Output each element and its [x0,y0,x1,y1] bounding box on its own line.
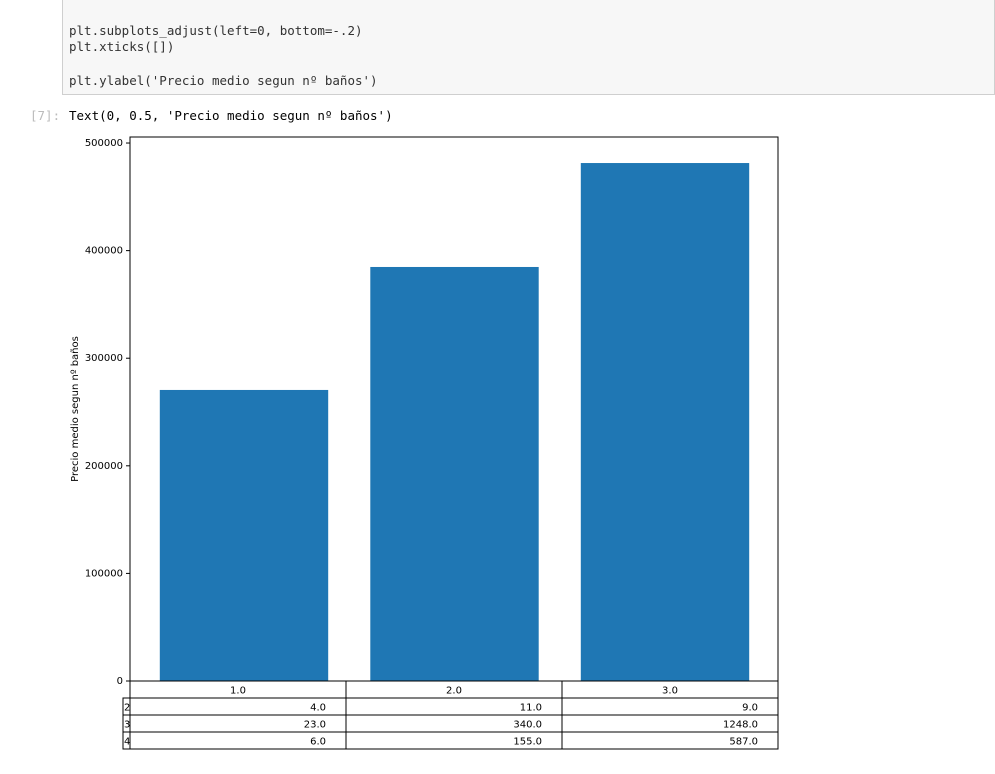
table-row-label: 2 [124,703,130,714]
y-axis-label: Precio medio segun nº baños [70,336,81,482]
table-cell-text: 11.0 [520,703,542,714]
y-tick-label: 200000 [85,461,123,472]
bar [580,163,750,682]
table-cell [561,731,779,750]
output-prompt: [7]: [30,108,61,123]
table-cell-text: 587.0 [729,737,758,748]
table-cell-text: 6.0 [310,737,326,748]
code-cell[interactable]: plt.subplots_adjust(left=0, bottom=-.2) … [62,0,995,95]
code-line: plt.xticks([]) [69,39,175,54]
table-cell-text: 1248.0 [723,720,758,731]
table-cell-text: 23.0 [304,720,326,731]
table-row-label: 4 [124,737,130,748]
table-cell-text: 340.0 [513,720,542,731]
bar [370,266,539,681]
table-cell-text: 4.0 [310,703,326,714]
code-line: plt.ylabel('Precio medio segun nº baños'… [69,73,378,88]
table-col-label: 1.0 [230,686,246,697]
output-text: Text(0, 0.5, 'Precio medio segun nº baño… [69,108,393,123]
table-col-label: 3.0 [662,686,678,697]
y-tick-label: 100000 [85,568,123,579]
table-col-label: 2.0 [446,686,462,697]
y-tick-label: 300000 [85,353,123,364]
bar [159,389,329,681]
table-row-label: 3 [124,720,130,731]
y-tick-label: 500000 [85,138,123,149]
y-tick-label: 400000 [85,246,123,257]
table-cell-text: 155.0 [513,737,542,748]
code-line: plt.subplots_adjust(left=0, bottom=-.2) [69,23,363,38]
y-tick-label: 0 [117,676,123,687]
table-cell-text: 9.0 [742,703,758,714]
